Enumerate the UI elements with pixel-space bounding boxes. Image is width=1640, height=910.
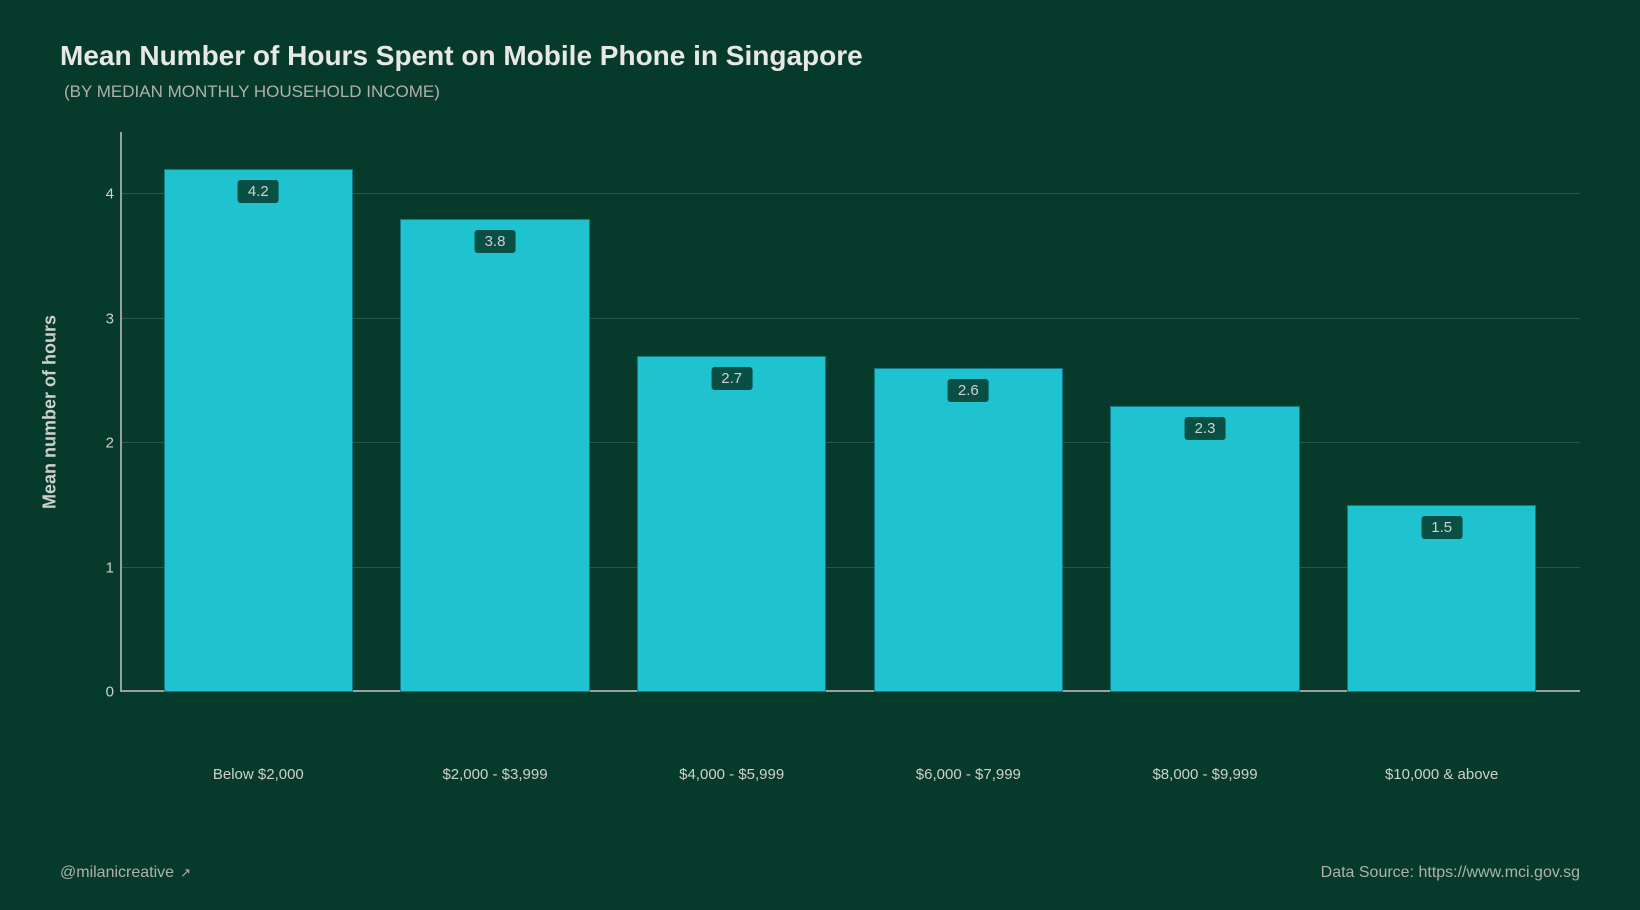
bars-group: 4.2 3.8 2.7 2.6 2.3 1.5 bbox=[120, 132, 1580, 692]
chart-subtitle: (BY MEDIAN MONTHLY HOUSEHOLD INCOME) bbox=[64, 82, 1580, 102]
bar-slot: 2.7 bbox=[613, 132, 850, 692]
y-tick: 3 bbox=[106, 310, 114, 327]
author-handle: @milanicreative bbox=[60, 864, 174, 882]
x-axis-labels: Below $2,000$2,000 - $3,999$4,000 - $5,9… bbox=[120, 752, 1580, 783]
bar: 4.2 bbox=[164, 169, 353, 692]
bar-value-label: 2.7 bbox=[711, 367, 752, 390]
x-tick-label: $6,000 - $7,999 bbox=[850, 766, 1087, 783]
bar-slot: 4.2 bbox=[140, 132, 377, 692]
footer-left: @milanicreative ↗ bbox=[60, 864, 191, 882]
bar: 2.6 bbox=[874, 368, 1063, 692]
y-tick: 2 bbox=[106, 435, 114, 452]
y-tick: 0 bbox=[106, 684, 114, 701]
bar: 2.7 bbox=[637, 356, 826, 692]
bar-value-label: 3.8 bbox=[475, 230, 516, 253]
x-tick-label: Below $2,000 bbox=[140, 766, 377, 783]
y-tick: 4 bbox=[106, 186, 114, 203]
bar-slot: 1.5 bbox=[1323, 132, 1560, 692]
bar-value-label: 1.5 bbox=[1421, 516, 1462, 539]
bar-slot: 2.6 bbox=[850, 132, 1087, 692]
bar-slot: 2.3 bbox=[1087, 132, 1324, 692]
bar-value-label: 2.3 bbox=[1185, 417, 1226, 440]
plot-area: 4.2 3.8 2.7 2.6 2.3 1.5 bbox=[120, 132, 1580, 692]
bar: 1.5 bbox=[1347, 505, 1536, 692]
y-axis: Mean number of hours 01234 bbox=[60, 132, 120, 692]
y-tick: 1 bbox=[106, 559, 114, 576]
chart-area: Mean number of hours 01234 4.23.82.72.62… bbox=[60, 132, 1580, 752]
data-source: Data Source: https://www.mci.gov.sg bbox=[1321, 864, 1580, 882]
bar: 2.3 bbox=[1110, 406, 1299, 692]
bar-slot: 3.8 bbox=[377, 132, 614, 692]
link-icon: ↗ bbox=[180, 865, 191, 881]
x-tick-label: $8,000 - $9,999 bbox=[1087, 766, 1324, 783]
x-tick-label: $2,000 - $3,999 bbox=[377, 766, 614, 783]
bar: 3.8 bbox=[400, 219, 589, 692]
chart-footer: @milanicreative ↗ Data Source: https://w… bbox=[60, 864, 1580, 882]
chart-container: Mean Number of Hours Spent on Mobile Pho… bbox=[0, 0, 1640, 910]
chart-title: Mean Number of Hours Spent on Mobile Pho… bbox=[60, 40, 1580, 72]
bar-value-label: 4.2 bbox=[238, 180, 279, 203]
x-tick-label: $4,000 - $5,999 bbox=[613, 766, 850, 783]
x-tick-label: $10,000 & above bbox=[1323, 766, 1560, 783]
bar-value-label: 2.6 bbox=[948, 379, 989, 402]
y-axis-label: Mean number of hours bbox=[40, 315, 61, 509]
